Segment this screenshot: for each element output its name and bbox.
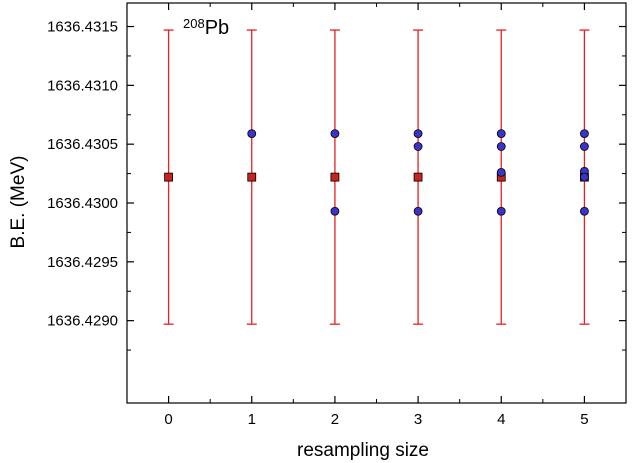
x-tick-label: 0 xyxy=(164,411,172,428)
circle-marker xyxy=(580,172,589,182)
circle-marker xyxy=(413,142,423,151)
x-tick-label: 5 xyxy=(580,411,588,428)
x-tick-label: 4 xyxy=(497,411,505,428)
square-marker xyxy=(413,172,423,182)
x-tick-label: 3 xyxy=(414,411,422,428)
y-tick-label: 1636.4315 xyxy=(47,19,118,36)
circle-marker xyxy=(330,129,340,138)
data-markers xyxy=(164,129,589,216)
x-axis-label: resampling size xyxy=(297,440,429,461)
y-axis-label: B.E. (MeV) xyxy=(8,156,29,249)
circle-marker xyxy=(496,142,506,151)
circle-marker xyxy=(496,129,506,138)
circle-marker xyxy=(413,206,423,216)
circle-marker xyxy=(580,206,589,216)
y-tick-label: 1636.4295 xyxy=(47,254,118,271)
circle-marker xyxy=(580,142,589,151)
x-tick-label: 2 xyxy=(331,411,339,428)
nucleus-annotation: 208Pb xyxy=(183,16,229,39)
x-axis-ticks: 0 1 2 3 4 5 xyxy=(164,3,589,428)
y-tick-label: 1636.4290 xyxy=(47,313,118,330)
plot-border xyxy=(126,2,627,404)
circle-marker xyxy=(330,206,340,216)
error-bars xyxy=(163,29,590,325)
circle-marker xyxy=(247,129,257,138)
square-marker xyxy=(330,172,340,182)
y-tick-label: 1636.4300 xyxy=(47,195,118,212)
circle-marker xyxy=(496,168,506,177)
plot-frame xyxy=(126,2,627,404)
y-tick-label: 1636.4305 xyxy=(47,136,118,153)
circle-marker xyxy=(580,129,589,138)
x-tick-label: 1 xyxy=(248,411,256,428)
element-symbol: Pb xyxy=(205,17,229,39)
y-tick-label: 1636.4310 xyxy=(47,77,118,94)
circle-marker xyxy=(496,206,506,216)
square-marker xyxy=(164,172,173,182)
mass-number-superscript: 208 xyxy=(183,16,205,31)
square-marker xyxy=(247,172,257,182)
y-axis-ticks: 1636.4290 1636.4295 1636.4300 1636.4305 1636… xyxy=(47,19,626,351)
circle-marker xyxy=(413,129,423,138)
